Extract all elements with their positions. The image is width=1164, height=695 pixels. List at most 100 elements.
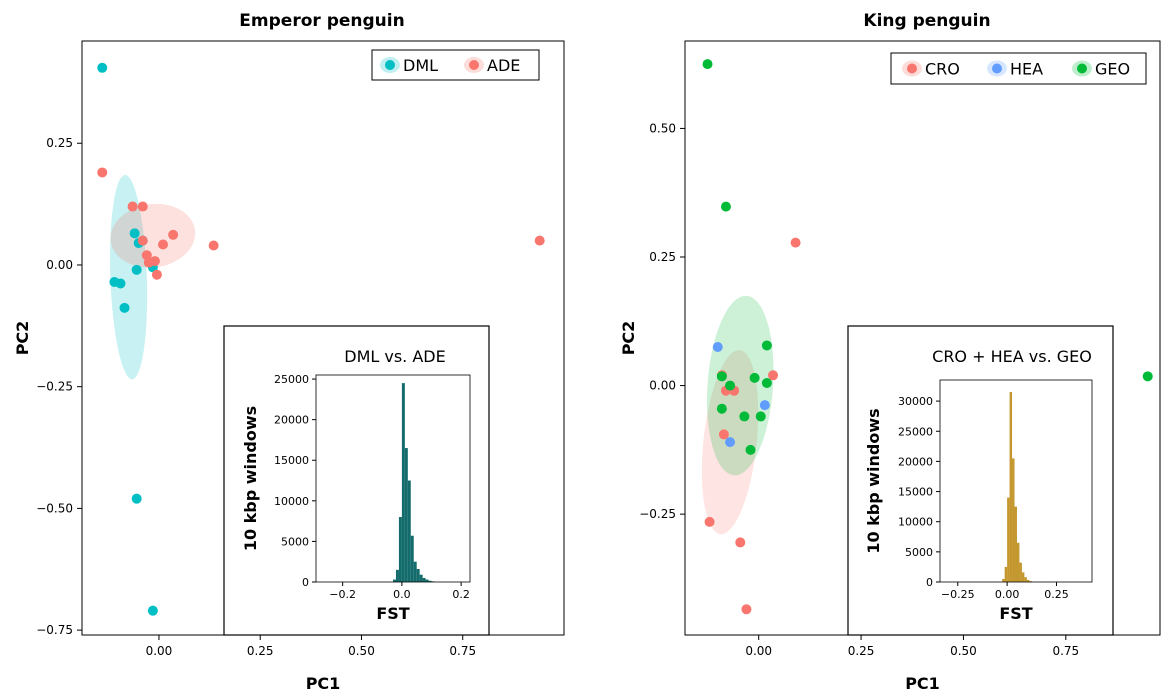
inset-title: DML vs. ADE <box>344 347 445 366</box>
histogram-bar <box>407 480 411 582</box>
point-geo <box>749 372 760 383</box>
y-tick-label: −0.25 <box>639 507 676 521</box>
y-tick-label: −0.25 <box>36 380 73 394</box>
point-geo <box>761 378 772 388</box>
point-ade <box>97 167 108 178</box>
histogram-bar <box>1009 392 1013 582</box>
histogram-bar <box>1026 579 1030 582</box>
chart-title: Emperor penguin <box>239 11 404 31</box>
histogram-bar <box>1016 542 1020 582</box>
legend-label: DML <box>403 56 438 75</box>
legend-marker <box>992 63 1002 74</box>
inset-x-tick-label: 0.0 <box>393 588 411 601</box>
inset-x-axis-label: FST <box>376 604 409 623</box>
inset-histogram: DML vs. ADE −0.2 0.0 0.2 0 5000 10000 15000 2000… <box>223 325 490 636</box>
histogram-bar <box>1019 562 1022 582</box>
x-tick-label: 0.50 <box>348 644 375 658</box>
histogram-bar <box>1029 581 1032 582</box>
inset-y-tick-label: 5000 <box>905 546 933 559</box>
inset-x-tick-label: −0.25 <box>941 588 975 601</box>
y-axis-label: PC2 <box>619 321 638 356</box>
x-tick-label: 0.75 <box>449 644 476 658</box>
inset-plot-frame <box>315 374 471 583</box>
confidence-ellipse <box>110 174 148 380</box>
point-geo <box>761 340 772 351</box>
inset-frame <box>847 325 1114 636</box>
histogram-bar <box>428 580 432 582</box>
point-ade <box>127 201 138 212</box>
legend-label: HEA <box>1010 60 1043 79</box>
histogram-bar <box>425 579 429 582</box>
point-hea <box>712 342 723 352</box>
point-geo <box>745 444 756 455</box>
histogram-bar <box>1007 497 1010 582</box>
point-hea <box>725 437 736 448</box>
point-geo <box>716 371 727 382</box>
legend-marker <box>385 60 395 70</box>
histogram-bar <box>422 577 426 582</box>
inset-y-axis-label: 10 kbp windows <box>241 406 260 551</box>
histogram-bar <box>419 574 423 582</box>
histogram-bar <box>1024 577 1027 582</box>
legend-label: GEO <box>1095 60 1130 79</box>
inset-y-tick-label: 0 <box>926 576 933 589</box>
point-cro <box>704 516 715 527</box>
point-ade <box>151 269 162 280</box>
inset-y-tick-label: 20000 <box>898 455 933 468</box>
point-cro <box>790 237 801 248</box>
legend: DML ADE <box>371 49 540 81</box>
point-dml <box>119 302 130 313</box>
point-ade <box>208 240 219 251</box>
histogram-bar <box>393 579 396 582</box>
y-tick-label: −0.50 <box>36 501 73 515</box>
point-geo <box>755 411 766 422</box>
point-geo <box>720 201 731 212</box>
point-cro <box>741 604 752 615</box>
point-dml <box>131 493 142 504</box>
inset-frame <box>223 325 490 636</box>
x-tick-label: 0.75 <box>1052 644 1079 658</box>
point-ade <box>137 235 148 246</box>
point-dml <box>147 605 158 616</box>
histogram-bar <box>416 569 420 582</box>
point-ade <box>137 201 148 212</box>
inset-plot-frame <box>939 379 1093 583</box>
legend-label: CRO <box>925 60 960 79</box>
y-tick-label: 0.00 <box>649 379 676 393</box>
y-axis-label: PC2 <box>13 321 32 356</box>
legend-box <box>890 52 1147 85</box>
inset-y-tick-label: 0 <box>302 576 309 589</box>
y-tick-label: 0.25 <box>649 250 676 264</box>
point-dml <box>115 278 126 289</box>
point-dml <box>97 62 108 73</box>
point-geo <box>1142 371 1153 382</box>
point-hea <box>759 400 770 411</box>
legend-marker <box>469 60 479 70</box>
y-tick-label: 0.00 <box>46 258 73 272</box>
point-cro <box>718 429 729 440</box>
inset-y-tick-label: 10000 <box>898 516 933 529</box>
histogram-bar <box>1012 458 1015 582</box>
legend-marker <box>907 63 917 74</box>
histogram-bar <box>398 517 402 582</box>
histogram-bar <box>1004 566 1008 582</box>
y-tick-label: −0.75 <box>36 623 73 637</box>
point-geo <box>702 59 713 70</box>
inset-x-tick-label: 0.00 <box>995 588 1020 601</box>
histogram-bar <box>1014 506 1017 582</box>
inset-x-tick-label: −0.2 <box>329 588 356 601</box>
inset-x-tick-label: 0.2 <box>452 588 470 601</box>
x-tick-label: 0.00 <box>146 644 173 658</box>
histogram-bar <box>413 561 417 582</box>
x-axis-label: PC1 <box>905 674 940 693</box>
x-axis-label: PC1 <box>306 674 341 693</box>
inset-y-tick-label: 25000 <box>274 373 309 386</box>
inset-histogram: CRO + HEA vs. GEO −0.25 0.00 0.25 0 5000 10000… <box>847 325 1114 636</box>
inset-y-tick-label: 15000 <box>898 486 933 499</box>
point-geo <box>725 380 736 391</box>
chart-title: King penguin <box>863 11 990 31</box>
inset-y-tick-label: 5000 <box>281 535 309 548</box>
inset-y-tick-label: 15000 <box>274 454 309 467</box>
